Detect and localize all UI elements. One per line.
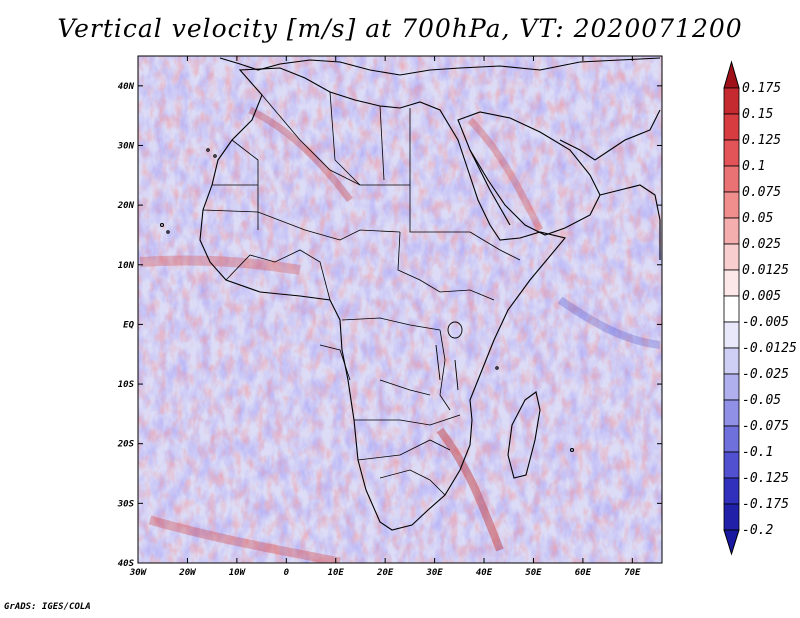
colorbar-segment bbox=[723, 503, 740, 531]
longitude-axis: 30W 20W 10W 0 10E 20E 30E 40E 50E 60E 70E bbox=[129, 56, 641, 578]
colorbar-label: 0.125 bbox=[742, 133, 781, 148]
colorbar-label: -0.2 bbox=[742, 523, 773, 538]
colorbar-segment bbox=[723, 451, 740, 479]
lat-tick-label: 10S bbox=[118, 380, 135, 390]
colorbar-label: -0.075 bbox=[742, 419, 789, 434]
lon-tick-label: 60E bbox=[575, 568, 592, 578]
colorbar-label: -0.125 bbox=[742, 471, 789, 486]
colorbar-label: -0.005 bbox=[742, 315, 789, 330]
colorbar-label: 0.1 bbox=[742, 159, 765, 174]
colorbar-segment bbox=[723, 425, 740, 453]
colorbar-segment bbox=[723, 113, 740, 141]
colorbar-label: 0.05 bbox=[742, 211, 773, 226]
colorbar-segment bbox=[723, 477, 740, 505]
lon-tick-label: 70E bbox=[624, 568, 641, 578]
madagascar-coastline bbox=[507, 391, 541, 479]
colorbar-segment bbox=[723, 321, 740, 349]
colorbar-segment bbox=[723, 373, 740, 401]
latitude-axis: 40N 30N 20N 10N EQ 10S 20S 30S 40S bbox=[117, 82, 662, 569]
colorbar-label: -0.05 bbox=[742, 393, 781, 408]
lat-tick-label: 20N bbox=[117, 201, 135, 211]
colorbar-label: -0.025 bbox=[742, 367, 789, 382]
footer-credit: GrADS: IGES/COLA bbox=[4, 602, 91, 612]
country-borders bbox=[202, 91, 521, 496]
colorbar-segment bbox=[723, 243, 740, 271]
colorbar-label: 0.0125 bbox=[742, 263, 789, 278]
colorbar-bottom-arrow bbox=[723, 529, 740, 556]
lon-tick-label: 10E bbox=[328, 568, 345, 578]
lat-tick-label: 30S bbox=[117, 499, 135, 509]
lat-tick-label: 40S bbox=[118, 559, 135, 569]
colorbar-label: 0.15 bbox=[742, 107, 773, 122]
lat-tick-label: 10N bbox=[118, 261, 135, 271]
colorbar-segment bbox=[723, 165, 740, 193]
colorbar-label: 0.175 bbox=[742, 81, 781, 96]
colorbar-segment bbox=[723, 139, 740, 167]
colorbar-segment bbox=[723, 269, 740, 297]
lakes bbox=[435, 321, 463, 391]
map-title: Vertical velocity [m/s] at 700hPa, VT: 2… bbox=[57, 14, 743, 43]
colorbar-segment bbox=[723, 347, 740, 375]
colorbar-top-arrow bbox=[723, 60, 740, 89]
europe-coastline bbox=[219, 57, 661, 76]
lat-tick-label: 30N bbox=[117, 141, 135, 151]
velocity-field bbox=[138, 56, 662, 563]
lat-tick-label: 20S bbox=[117, 440, 135, 450]
colorbar-segment bbox=[723, 399, 740, 427]
colorbar-segment bbox=[723, 87, 740, 115]
lon-tick-label: 0 bbox=[284, 568, 290, 578]
colorbar-segment bbox=[723, 191, 740, 219]
lon-tick-label: 10W bbox=[229, 568, 247, 578]
lon-tick-label: 20W bbox=[178, 568, 197, 578]
coastlines bbox=[159, 57, 661, 531]
lat-tick-label: 40N bbox=[118, 82, 135, 92]
colorbar-label: 0.005 bbox=[742, 289, 781, 304]
lon-tick-label: 30E bbox=[425, 568, 443, 578]
plot-frame bbox=[137, 55, 663, 564]
lat-tick-label: EQ bbox=[123, 320, 134, 330]
colorbar-segment bbox=[723, 217, 740, 245]
africa-coastline bbox=[199, 67, 566, 531]
colorbar-label: -0.1 bbox=[742, 445, 773, 460]
colorbar-segment bbox=[723, 295, 740, 323]
lon-tick-label: 40E bbox=[476, 568, 493, 578]
lon-tick-label: 20E bbox=[376, 568, 394, 578]
colorbar-label: 0.075 bbox=[742, 185, 781, 200]
lon-tick-label: 30W bbox=[129, 568, 148, 578]
colorbar-label: -0.175 bbox=[742, 497, 789, 512]
asia-coastline bbox=[599, 184, 661, 260]
colorbar-label: 0.025 bbox=[742, 237, 781, 252]
colorbar: 0.175 0.15 0.125 0.1 0.075 0.05 0.025 0.0125 0.0… bbox=[723, 60, 797, 556]
colorbar-label: -0.0125 bbox=[742, 341, 797, 356]
lon-tick-label: 50E bbox=[525, 568, 542, 578]
arabia-coastline bbox=[457, 111, 601, 236]
